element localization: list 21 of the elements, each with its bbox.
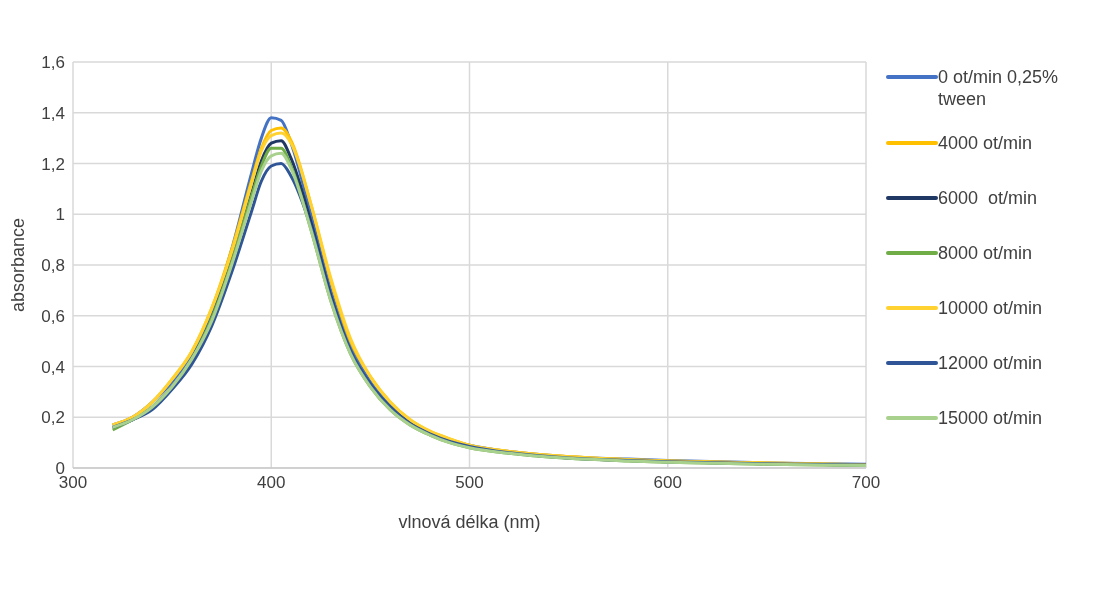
y-tick-label: 1,6 [41,53,65,73]
legend-label: 15000 ot/min [938,407,1043,429]
x-tick-label: 500 [455,473,484,493]
legend-label: 0 ot/min 0,25% tween [938,66,1060,110]
x-tick-label: 600 [653,473,682,493]
legend-label: 4000 ot/min [938,132,1033,154]
legend-label: 6000 ot/min [938,187,1038,209]
y-tick-label: 0,6 [41,306,65,326]
y-axis-title: absorbance [8,217,29,313]
x-tick-label: 700 [851,473,881,493]
x-axis-title: vlnová délka (nm) [398,512,541,532]
legend-label: 8000 ot/min [938,242,1033,264]
y-tick-label: 0,2 [41,408,65,428]
x-tick-label: 400 [257,473,286,493]
legend-label: 10000 ot/min [938,297,1043,319]
legend-label: 12000 ot/min [938,352,1043,374]
y-tick-label: 1 [55,205,65,225]
y-tick-label: 1,2 [41,154,65,174]
y-tick-label: 0,8 [41,256,65,276]
y-tick-label: 0,4 [41,357,65,377]
y-tick-label: 1,4 [41,103,65,123]
